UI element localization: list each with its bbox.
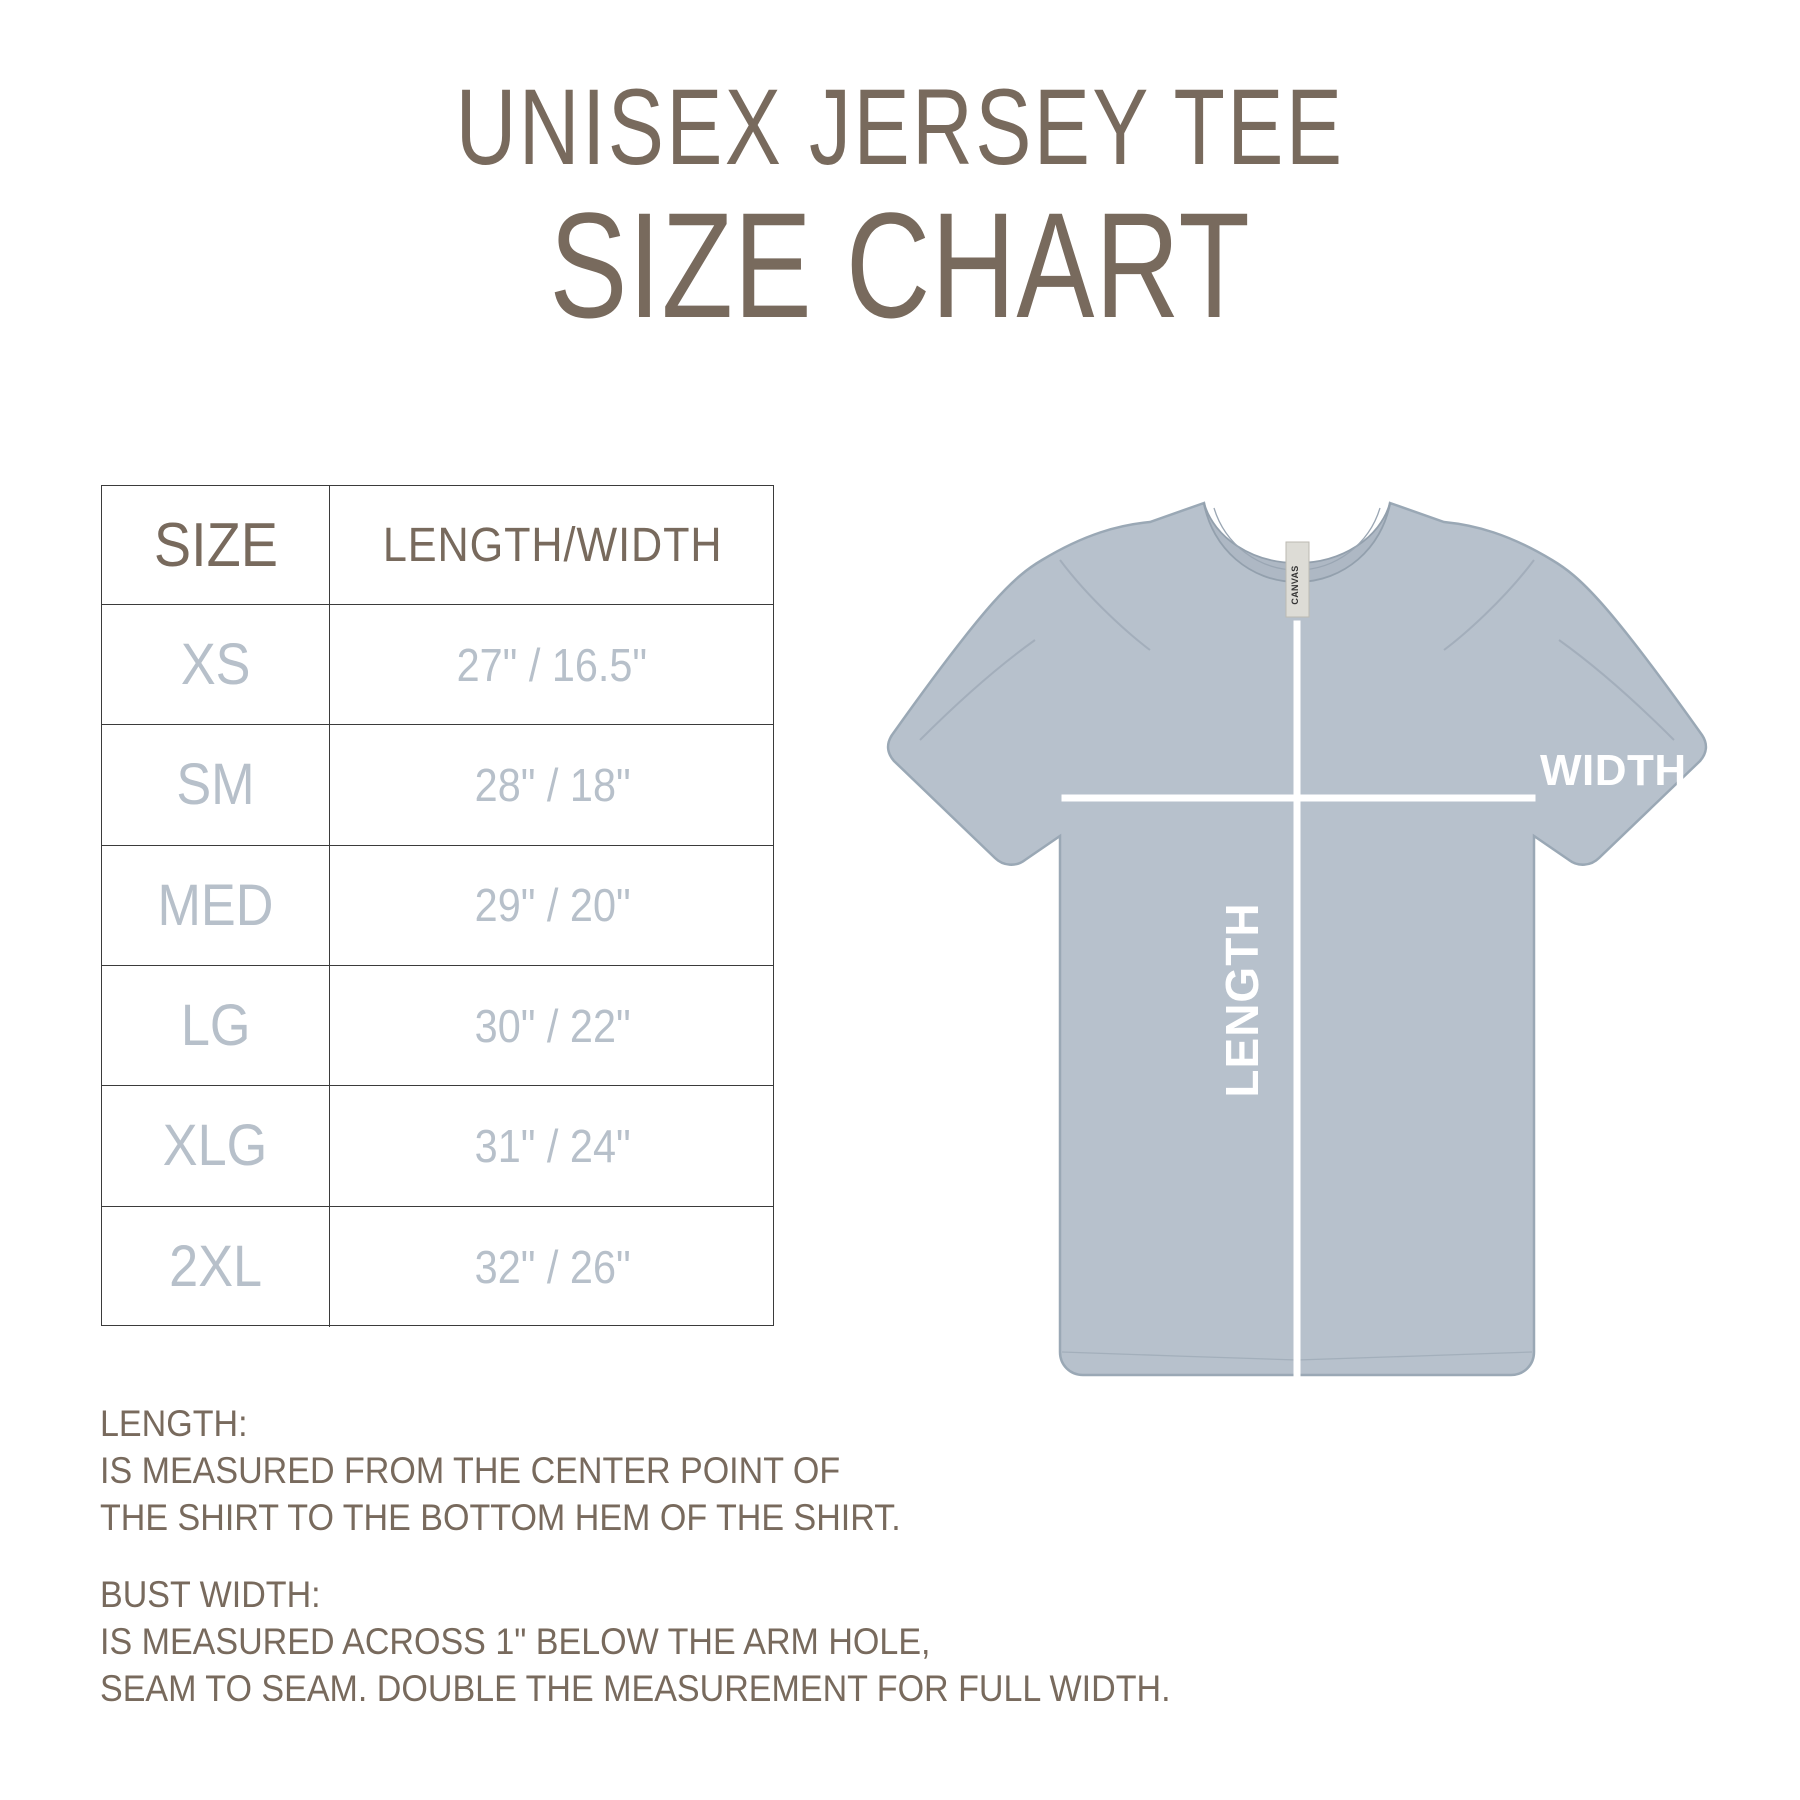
- svg-text:WIDTH: WIDTH: [1540, 746, 1687, 795]
- svg-text:LENGTH: LENGTH: [1216, 902, 1268, 1097]
- svg-text:CANVAS: CANVAS: [1290, 565, 1300, 604]
